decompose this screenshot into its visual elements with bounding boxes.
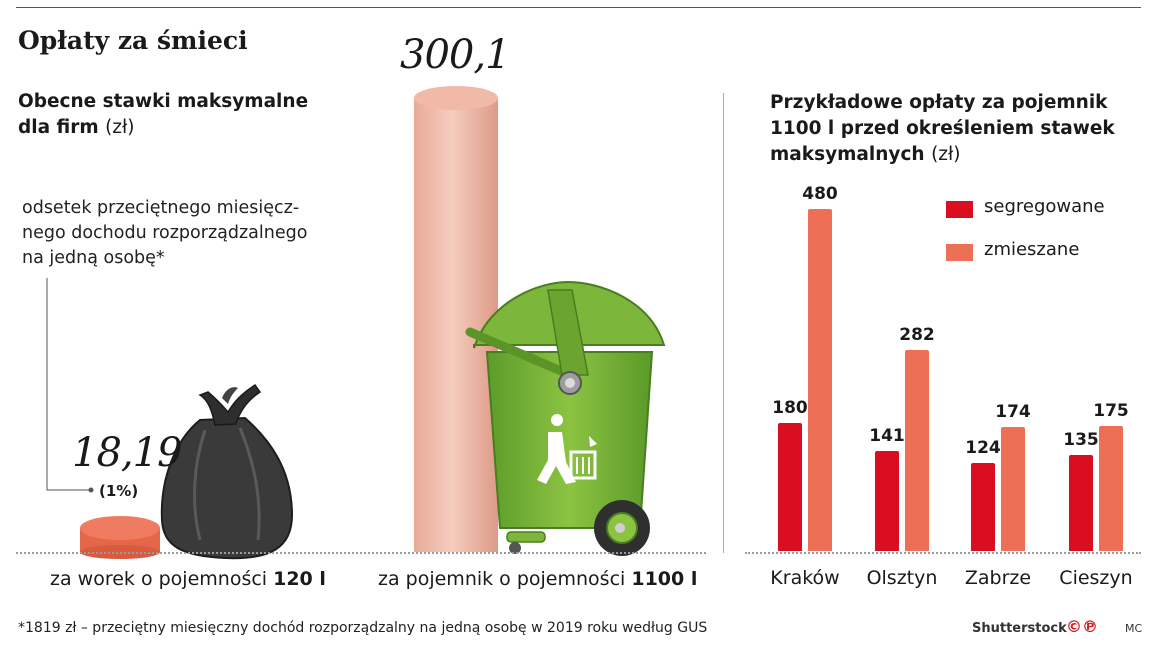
right-subtitle: Przykładowe opłaty za pojemnik 1100 l pr…: [770, 90, 1115, 168]
legend-label-zmieszane: zmieszane: [984, 239, 1080, 260]
right-subtitle-bold: maksymalnych: [770, 144, 925, 165]
bin-category-label: za pojemnik o pojemności 1100 l: [378, 568, 697, 590]
footnote: *1819 zł – przeciętny miesięczny dochód …: [18, 620, 708, 636]
bin-label-text: za pojemnik o pojemności: [378, 568, 626, 590]
bar-olsztyn-segregowane: [875, 450, 899, 551]
note-line-2: nego dochodu rozporządzalnego: [22, 223, 308, 243]
wheelie-bin-icon: [465, 280, 666, 556]
category-label: Cieszyn: [1059, 567, 1133, 589]
note-line-1: odsetek przeciętnego miesięcz-: [22, 198, 300, 218]
left-chart: [46, 86, 666, 560]
bar-value-label: 141: [869, 425, 905, 446]
bar-cieszyn-segregowane: [1069, 454, 1093, 551]
right-subtitle-line3: maksymalnych (zł): [770, 142, 1115, 168]
leader-line: [46, 278, 90, 491]
garbage-bag-icon: [160, 383, 294, 560]
bar-value-label: 175: [1093, 401, 1129, 422]
legend-swatch-zmieszane: [946, 244, 973, 261]
bar-value-label: 180: [772, 397, 808, 418]
bar-value-label: 174: [995, 402, 1031, 423]
bag-percent-label: (1%): [99, 482, 139, 500]
category-label: Olsztyn: [866, 567, 938, 589]
photo-credit: Shutterstock: [972, 621, 1067, 636]
right-subtitle-line2: 1100 l przed określeniem stawek: [770, 118, 1115, 139]
right-subtitle-line1: Przykładowe opłaty za pojemnik: [770, 92, 1108, 113]
legend-swatch-segregowane: [946, 201, 973, 218]
legend-label-segregowane: segregowane: [984, 196, 1105, 217]
bar-zabrze-segregowane: [971, 462, 995, 551]
page-title: Opłaty za śmieci: [18, 26, 248, 55]
left-subtitle-bold: dla firm: [18, 117, 99, 138]
bar-krakw-zmieszane: [808, 209, 832, 551]
panel-divider: [723, 93, 724, 553]
bar-value-label: 480: [802, 184, 838, 204]
note-line-3: na jedną osobę*: [22, 248, 165, 268]
category-label: Zabrze: [964, 567, 1032, 589]
top-rule: [16, 7, 1141, 8]
bag-value-label: 18,19: [72, 430, 183, 476]
left-baseline: [16, 552, 706, 554]
bag-label-text: za worek o pojemności: [50, 568, 268, 590]
author-initials: MC: [1125, 622, 1143, 635]
bar-value-label: 282: [899, 325, 935, 346]
bar-cieszyn-zmieszane: [1099, 426, 1123, 551]
cp-logo: ©℗: [1066, 617, 1098, 636]
leader-dot: [88, 487, 94, 493]
bar-bag: [80, 516, 160, 559]
percent-note: odsetek przeciętnego miesięcz- nego doch…: [22, 196, 307, 271]
bar-value-label: 135: [1063, 429, 1099, 450]
bar-zabrze-zmieszane: [1001, 427, 1025, 551]
bar-olsztyn-zmieszane: [905, 350, 929, 551]
right-subtitle-unit: (zł): [931, 144, 961, 165]
right-chart: 180 480 Kraków 141 282 Olsztyn 124 174 Zabrze 135…: [770, 184, 1133, 589]
left-subtitle-line1: Obecne stawki maksymalne: [18, 91, 309, 112]
bar-value-label: 124: [965, 437, 1001, 458]
left-subtitle-unit: (zł): [105, 117, 135, 138]
bar-krakw-segregowane: [778, 422, 802, 551]
left-subtitle-line2: dla firm (zł): [18, 115, 308, 141]
left-subtitle: Obecne stawki maksymalne dla firm (zł): [18, 89, 308, 141]
bag-label-bold: 120 l: [273, 568, 326, 590]
bin-label-bold: 1100 l: [631, 568, 698, 590]
right-baseline: [745, 552, 1141, 554]
category-label: Kraków: [770, 567, 840, 589]
bag-category-label: za worek o pojemności 120 l: [50, 568, 326, 590]
bar-bin: [414, 86, 498, 552]
bin-value-label: 300,1: [400, 32, 511, 78]
